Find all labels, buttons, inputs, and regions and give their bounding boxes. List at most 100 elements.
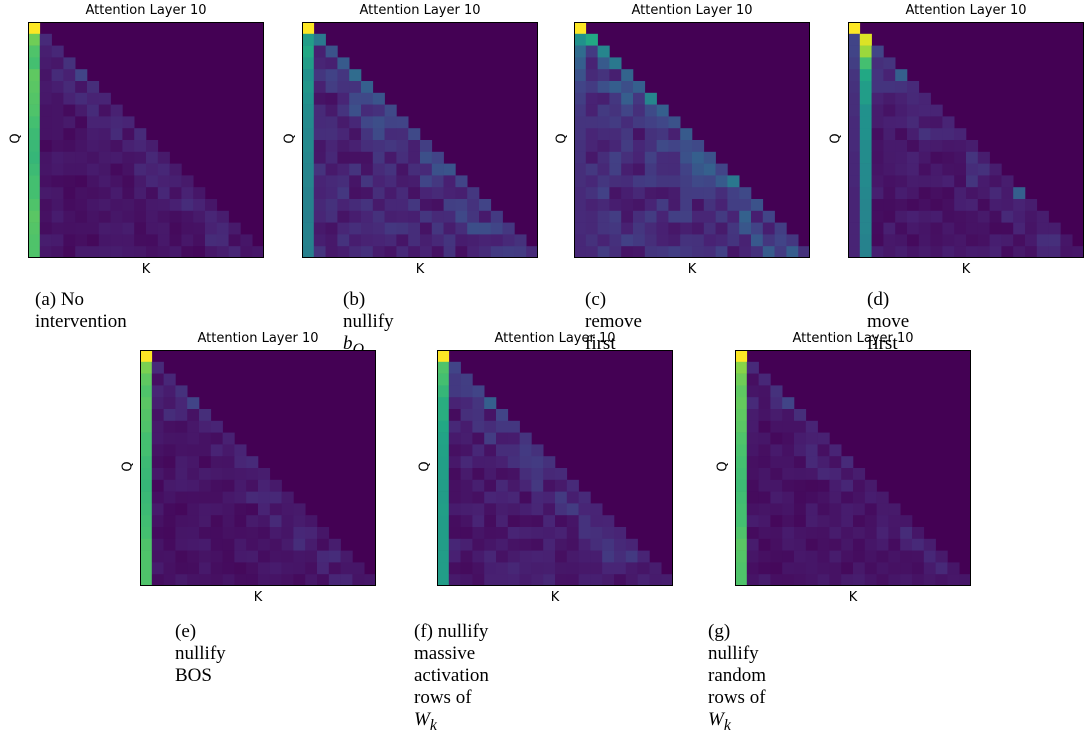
heatmap-cell [590,574,603,586]
heatmap-cell [585,222,598,235]
heatmap-cell [269,479,282,492]
heatmap-cell [420,222,433,235]
heatmap-cell [467,234,480,247]
heatmap-cell [977,246,990,258]
heatmap-cell [269,538,282,551]
heatmap-cell [668,187,681,200]
heatmap-cell [900,562,913,575]
heatmap-cell [210,432,223,445]
heatmap-cell [175,538,188,551]
panel-caption: (g) nullify random rows of Wk [708,621,766,737]
heatmap-cell [472,527,485,540]
heatmap-cell [637,562,650,575]
heatmap-cell [455,222,468,235]
heatmap-cell [848,104,861,117]
heatmap-cell [883,140,896,153]
heatmap-cell [597,199,610,212]
heatmap-cell [746,515,759,528]
heatmap-cell [87,222,100,235]
heatmap-cell [977,199,990,212]
heatmap-cell [912,562,925,575]
heatmap-cell [472,491,485,504]
heatmap-cell [234,527,247,540]
heatmap-cell [175,479,188,492]
heatmap-cell [751,199,764,212]
heatmap-cell [437,479,450,492]
heatmap-cell [431,246,444,258]
heatmap-cell [408,187,421,200]
heatmap-cell [140,515,153,528]
heatmap-cell [609,140,622,153]
heatmap-cell [829,503,842,516]
heatmap-cell [234,491,247,504]
heatmap-cell [234,574,247,586]
heatmap-cell [193,222,206,235]
heatmap-cell [455,199,468,212]
heatmap-cell [883,163,896,176]
heatmap-cell [193,246,206,258]
heatmap-cell [63,116,76,129]
heatmap-cell [519,456,532,469]
heatmap-cell [935,562,948,575]
heatmap-cell [644,199,657,212]
heatmap-cell [246,468,259,481]
heatmap-cell [234,515,247,528]
heatmap-cell [531,491,544,504]
heatmap-cell [762,246,775,258]
heatmap-cell [782,420,795,433]
heatmap-cell [1013,246,1026,258]
heatmap-cell [175,456,188,469]
heatmap-cell [680,199,693,212]
heatmap-cell [372,128,385,141]
heatmap-cell [222,515,235,528]
caption-math-2-subscript: k [429,716,437,734]
heatmap-cell [703,210,716,223]
heatmap-cell [805,432,818,445]
heatmap-cell [774,246,787,258]
heatmap-cell [222,456,235,469]
caption-line-1: (e) nullify BOS [175,621,226,687]
heatmap-cell [907,104,920,117]
heatmap-cell [585,140,598,153]
heatmap-cell [668,151,681,164]
heatmap-cell [954,199,967,212]
heatmap-cell [313,104,326,117]
heatmap-cell [543,479,556,492]
heatmap-cell [859,199,872,212]
heatmap-cell [507,432,520,445]
heatmap-cell [484,420,497,433]
heatmap-cell [384,246,397,258]
heatmap-cell [455,246,468,258]
heatmap-cell [175,444,188,457]
heatmap-cell [966,140,979,153]
heatmap-cell [621,222,634,235]
heatmap-cell [727,234,740,247]
heatmap-cell [578,527,591,540]
heatmap-cell [364,574,376,586]
heatmap-cell [633,151,646,164]
heatmap-cell [656,104,669,117]
heatmap-cell [585,45,598,58]
x-axis-label: K [253,590,263,605]
heatmap-cell [597,104,610,117]
heatmap-cell [175,468,188,481]
heatmap-cell [75,234,88,247]
heatmap-cell [574,128,587,141]
heatmap-cell [384,234,397,247]
heatmap-cell [680,222,693,235]
heatmap-cell [715,246,728,258]
heatmap-cell [325,57,338,70]
heatmap-cell [216,234,229,247]
heatmap-cell [912,550,925,563]
heatmap-cell [578,538,591,551]
heatmap-cell [735,385,748,398]
heatmap-cell [313,234,326,247]
heatmap-cell [361,234,374,247]
heatmap-cell [907,234,920,247]
heatmap-cell [467,199,480,212]
heatmap-cell [210,538,223,551]
heatmap-cell [134,128,147,141]
heatmap-cell [774,234,787,247]
heatmap-cell [633,234,646,247]
heatmap-cell [151,468,164,481]
